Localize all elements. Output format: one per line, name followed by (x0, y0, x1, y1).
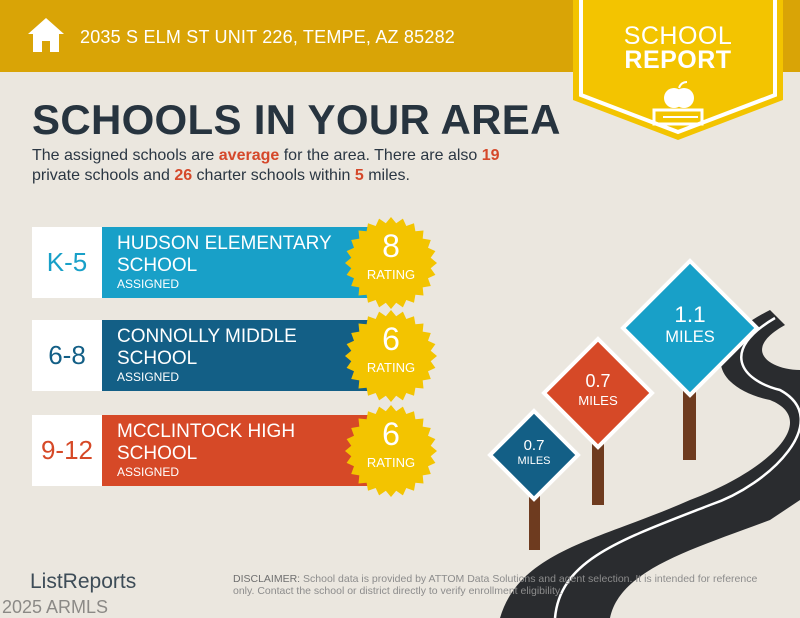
sign-label: 0.7 MILES (578, 371, 618, 408)
sign-post (683, 380, 696, 460)
school-status: ASSIGNED (117, 277, 180, 291)
rating-seal-icon (345, 217, 437, 309)
road-centerline (553, 316, 800, 618)
watermark: 2025 ARMLS (2, 597, 109, 617)
school-bar: MCCLINTOCK HIGH SCHOOL ASSIGNED (102, 415, 382, 486)
distance-sign (487, 408, 581, 502)
rating-label: RATING (366, 360, 416, 375)
page-title: SCHOOLS IN YOUR AREA (32, 96, 561, 143)
school-bar: CONNOLLY MIDDLE SCHOOL ASSIGNED (102, 320, 382, 391)
school-row: 9-12 MCCLINTOCK HIGH SCHOOL ASSIGNED 6 R… (32, 405, 442, 497)
sign-label: 1.1 MILES (665, 302, 715, 346)
sign-label: 0.7 MILES (517, 437, 551, 467)
sign-post (592, 435, 604, 505)
rating-seal-icon (345, 310, 437, 402)
disclaimer: DISCLAIMER: School data is provided by A… (233, 573, 758, 597)
badge-title: SCHOOL REPORT (623, 22, 733, 74)
grade-range: 6-8 (32, 320, 102, 391)
school-name: MCCLINTOCK HIGH SCHOOL (117, 421, 296, 464)
road-signs-illustration (487, 258, 800, 618)
grade-range: K-5 (32, 227, 102, 298)
sign-post (529, 490, 540, 550)
listreports-logo: ListReports (30, 570, 137, 593)
school-status: ASSIGNED (117, 370, 180, 384)
rating-value: 8 (382, 228, 400, 264)
grade-range: 9-12 (32, 415, 102, 486)
rating-seal-icon (345, 405, 437, 497)
apple-books-icon (652, 81, 704, 126)
school-bar: HUDSON ELEMENTARY SCHOOL ASSIGNED (102, 227, 382, 298)
home-icon (28, 18, 64, 52)
school-report-badge (573, 0, 783, 140)
rating-label: RATING (366, 267, 416, 282)
school-row: K-5 HUDSON ELEMENTARY SCHOOL ASSIGNED 8 … (32, 217, 442, 309)
property-address: 2035 S ELM ST UNIT 226, TEMPE, AZ 85282 (80, 27, 455, 47)
rating-value: 6 (382, 416, 400, 452)
school-row: 6-8 CONNOLLY MIDDLE SCHOOL ASSIGNED 6 RA… (32, 310, 442, 402)
distance-sign (620, 258, 760, 398)
school-name: CONNOLLY MIDDLE SCHOOL (117, 326, 297, 369)
school-status: ASSIGNED (117, 465, 180, 479)
road (500, 310, 800, 618)
intro-text: The assigned schools are average for the… (32, 147, 500, 184)
rating-value: 6 (382, 321, 400, 357)
distance-sign (541, 336, 655, 450)
school-name: HUDSON ELEMENTARY SCHOOL (117, 233, 332, 276)
rating-label: RATING (366, 455, 416, 470)
